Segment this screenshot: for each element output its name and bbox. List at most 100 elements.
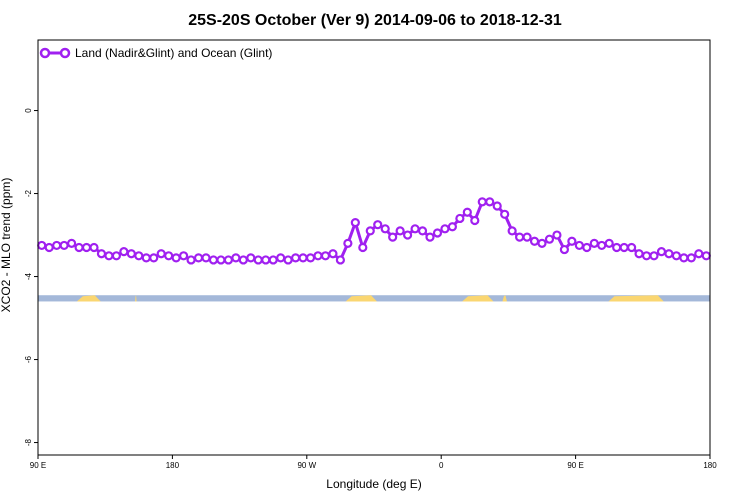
- data-point: [186, 255, 196, 265]
- data-point: [328, 249, 338, 259]
- data-point: [552, 230, 562, 240]
- y-tick-label: -2: [24, 189, 33, 197]
- x-tick-label: 90 E: [567, 461, 583, 470]
- data-point: [462, 207, 472, 217]
- data-point: [320, 251, 331, 261]
- legend-marker-left: [39, 47, 51, 59]
- axes: 90 E 180 90 W 0 90 E 180 0 -2 -4 -6 -8: [24, 108, 717, 470]
- data-point: [574, 240, 584, 251]
- data-point: [395, 226, 405, 236]
- data-point: [253, 255, 263, 265]
- data-point: [365, 226, 375, 236]
- data-point: [193, 253, 204, 263]
- data-point: [96, 249, 107, 259]
- data-point: [641, 251, 652, 261]
- data-point: [425, 232, 435, 242]
- x-tick-label: 90 E: [30, 461, 46, 470]
- data-point: [447, 222, 457, 232]
- data-point: [350, 218, 360, 228]
- legend-marker-right: [59, 47, 71, 59]
- land-segment: [135, 295, 137, 302]
- data-point: [656, 247, 667, 257]
- data-point: [455, 213, 465, 224]
- data-point: [246, 253, 256, 263]
- data-point: [604, 238, 614, 248]
- data-point: [111, 251, 122, 261]
- data-point: [216, 255, 226, 265]
- data-point: [373, 220, 383, 230]
- data-point: [432, 228, 443, 238]
- data-point: [171, 253, 181, 263]
- data-point: [261, 255, 271, 265]
- data-point: [507, 226, 517, 236]
- data-point: [679, 253, 689, 263]
- data-point: [597, 240, 607, 251]
- data-point: [485, 197, 495, 207]
- data-point: [529, 236, 540, 246]
- land-segment: [502, 295, 507, 302]
- data-point: [149, 253, 159, 263]
- data-point: [477, 197, 487, 207]
- data-point: [283, 255, 293, 265]
- land-segment: [345, 295, 377, 302]
- data-point: [492, 201, 502, 211]
- data-point: [410, 224, 420, 234]
- data-point: [179, 251, 189, 261]
- land-segment: [608, 295, 664, 302]
- x-tick-label: 180: [166, 461, 180, 470]
- land-segment: [76, 295, 101, 302]
- data-point: [664, 249, 674, 259]
- data-point: [313, 251, 323, 261]
- y-tick-label: -4: [24, 272, 33, 280]
- land-segment: [462, 295, 494, 302]
- data-point: [619, 242, 629, 253]
- data-point: [268, 255, 278, 265]
- data-point: [403, 230, 413, 240]
- data-point: [119, 247, 129, 257]
- x-tick-label: 90 W: [297, 461, 316, 470]
- data-point: [305, 253, 316, 263]
- y-axis-label: XCO2 - MLO trend (ppm): [0, 178, 13, 313]
- data-point: [380, 224, 390, 234]
- plot-frame: [37, 39, 711, 456]
- data-point: [358, 242, 368, 253]
- data-point: [544, 234, 555, 244]
- legend: Land (Nadir&Glint) and Ocean (Glint): [39, 46, 272, 60]
- legend-label: Land (Nadir&Glint) and Ocean (Glint): [75, 46, 272, 60]
- series-layer: [37, 197, 711, 265]
- y-tick-label: 0: [24, 108, 33, 113]
- data-point: [104, 251, 114, 261]
- data-point: [343, 238, 353, 248]
- data-point: [134, 251, 144, 261]
- x-tick-label: 180: [703, 461, 717, 470]
- chart-title: 25S-20S October (Ver 9) 2014-09-06 to 20…: [188, 12, 562, 29]
- data-point: [291, 253, 301, 263]
- data-point: [201, 253, 211, 263]
- data-point: [156, 249, 166, 259]
- x-tick-label: 0: [439, 461, 444, 470]
- data-point: [686, 253, 696, 263]
- data-point: [694, 249, 704, 259]
- data-point: [52, 240, 62, 251]
- data-point: [81, 242, 92, 253]
- surface-band: [38, 295, 710, 302]
- data-point: [589, 238, 599, 248]
- data-point: [559, 244, 570, 255]
- data-point: [231, 253, 241, 263]
- y-tick-label: -6: [24, 355, 33, 363]
- data-point: [66, 238, 77, 248]
- data-point: [582, 242, 592, 253]
- data-point: [522, 232, 532, 242]
- ocean-band: [38, 295, 710, 302]
- data-point: [649, 251, 659, 261]
- data-point: [126, 249, 136, 259]
- data-point: [37, 240, 47, 251]
- data-point: [417, 226, 428, 236]
- data-point: [514, 232, 525, 242]
- data-point: [500, 209, 510, 219]
- data-point: [141, 253, 151, 263]
- data-point: [74, 242, 84, 253]
- data-point: [59, 240, 69, 251]
- data-point: [388, 232, 398, 242]
